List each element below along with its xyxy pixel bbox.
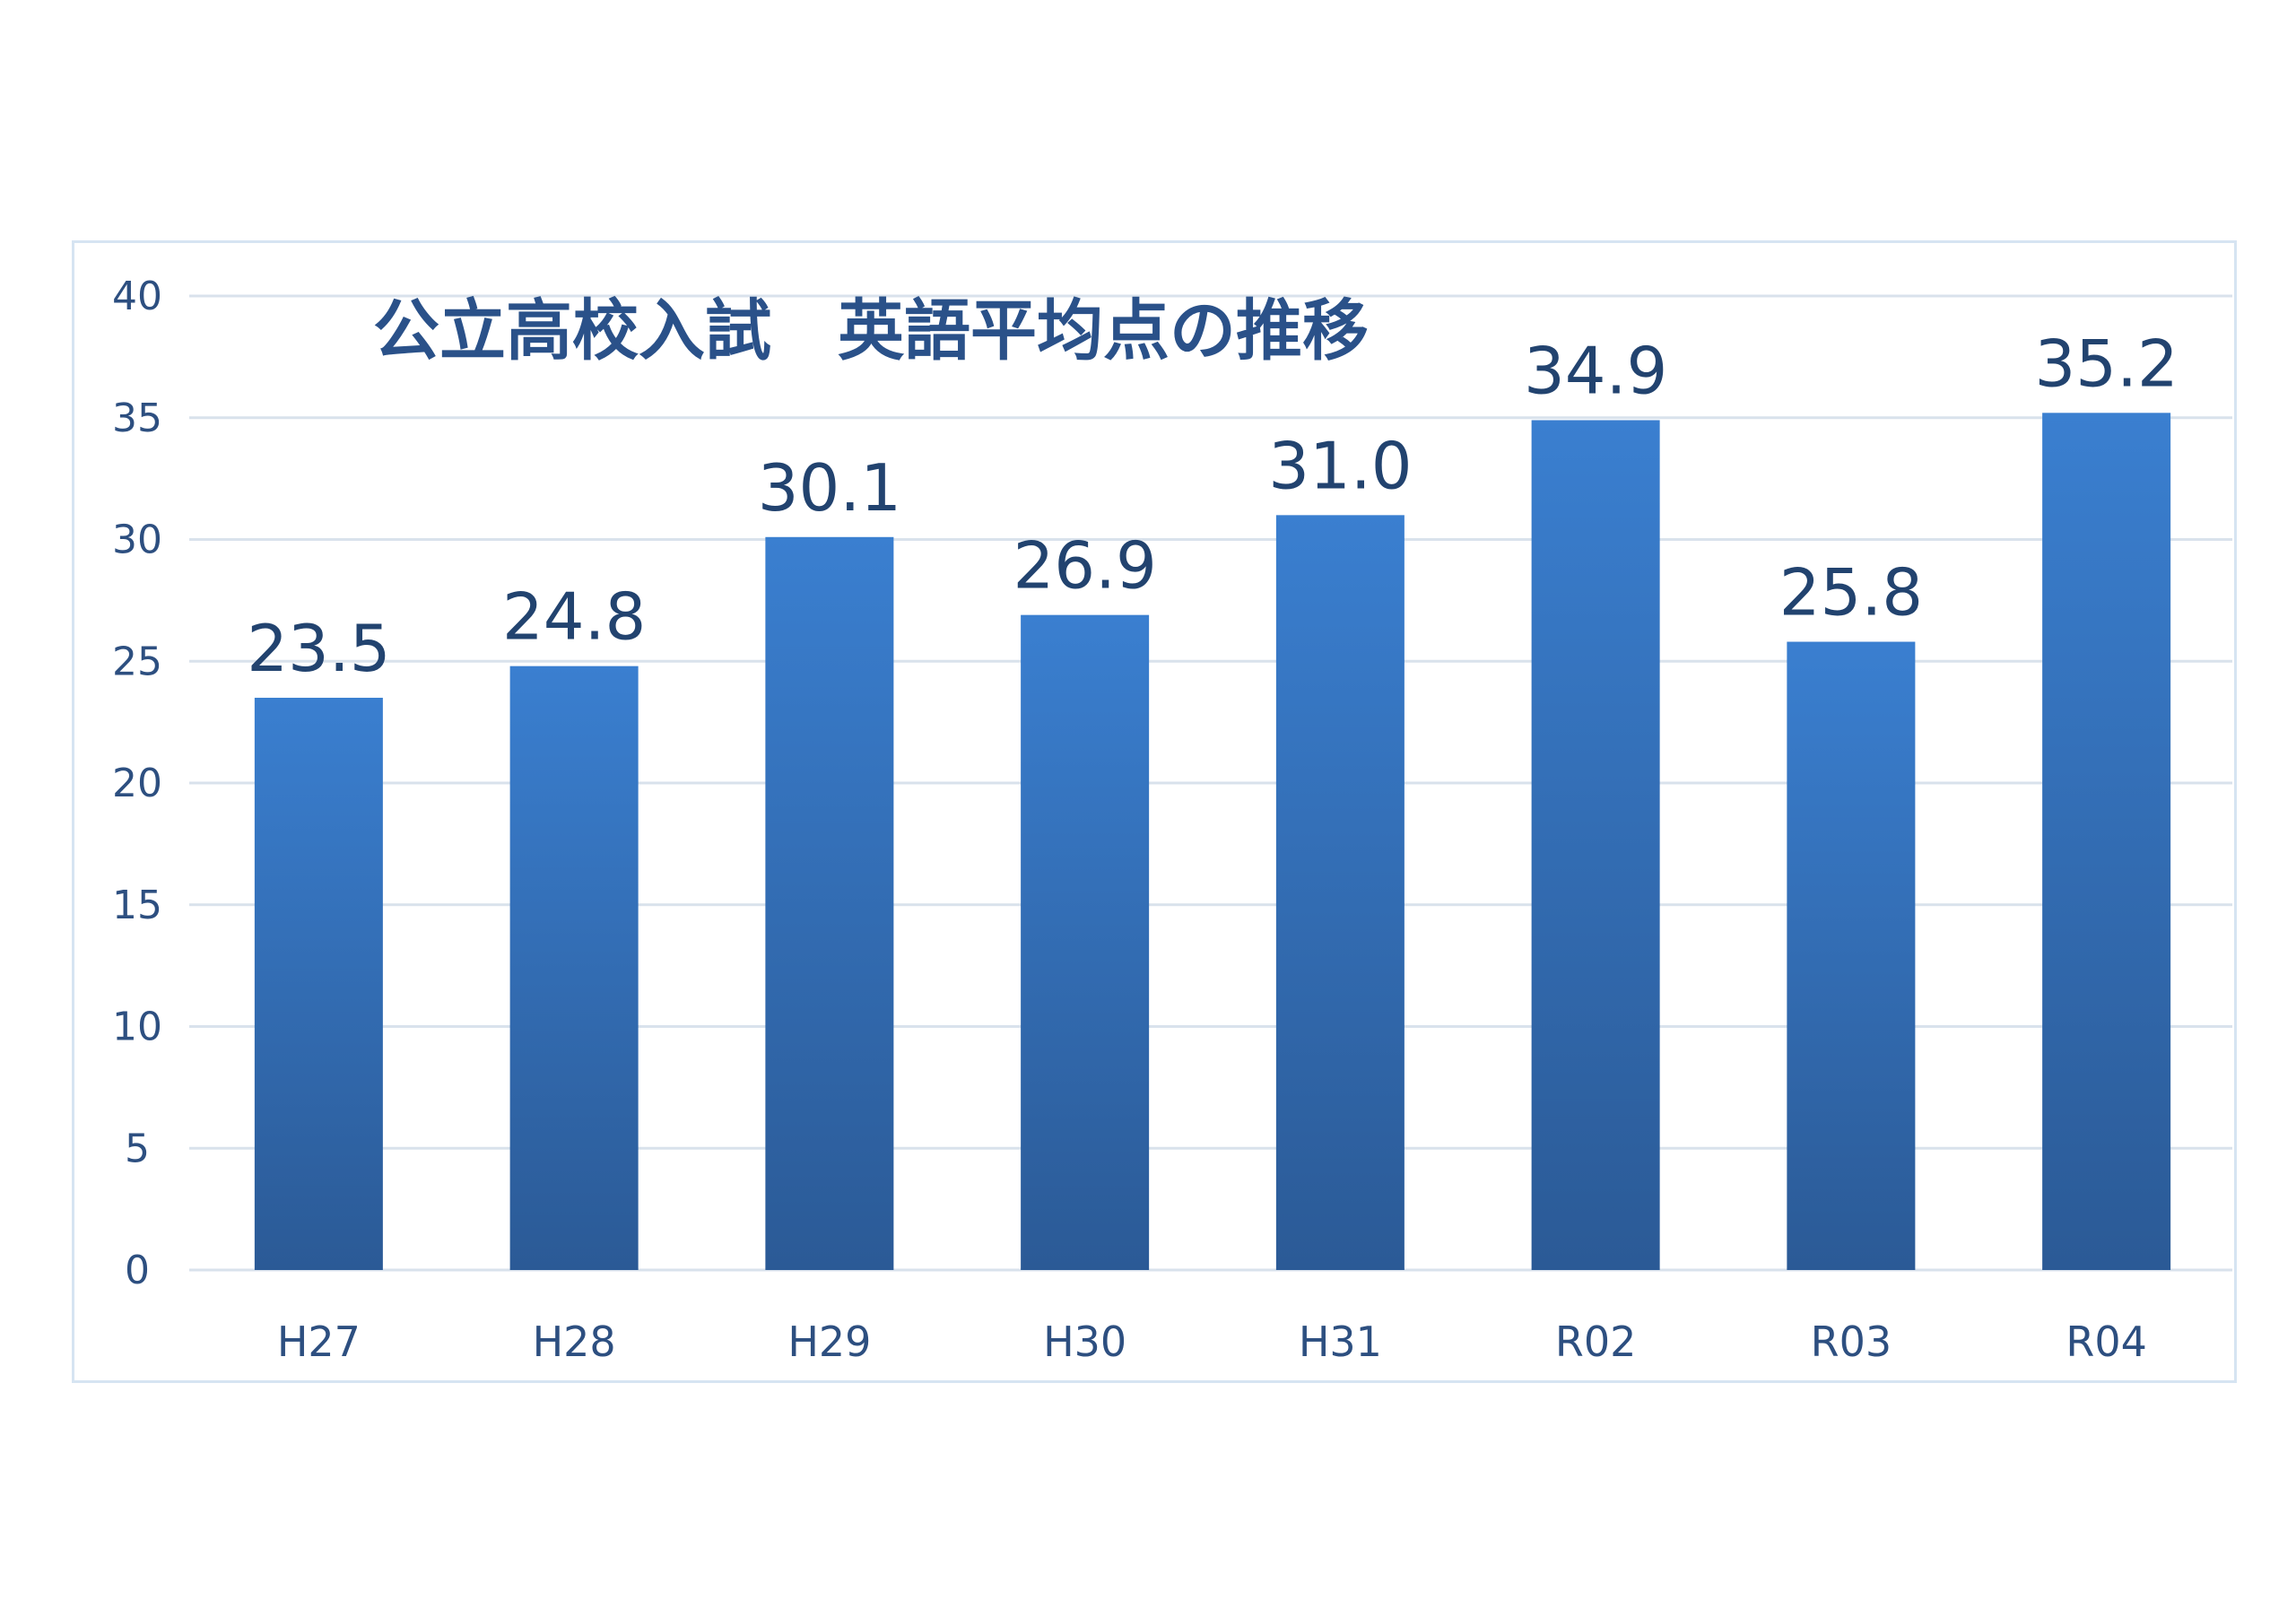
bar-h30: [1021, 614, 1150, 1270]
x-tick-label-h27: H27: [277, 1318, 361, 1366]
data-label-h30: 26.9: [1013, 528, 1156, 604]
bar-h29: [765, 536, 894, 1270]
x-tick-label-r02: R02: [1555, 1318, 1637, 1366]
y-tick-label: 40: [112, 274, 162, 319]
y-tick-label: 15: [112, 883, 162, 928]
data-label-r04: 35.2: [2034, 326, 2178, 401]
data-label-h28: 24.8: [502, 579, 646, 655]
chart-title: 公立高校入試 英語平均点の推移: [373, 292, 1369, 370]
bar-r03: [1787, 641, 1916, 1270]
y-tick-label: 25: [112, 639, 162, 684]
data-label-h27: 23.5: [247, 611, 390, 686]
data-label-h29: 30.1: [758, 450, 901, 526]
bar-h28: [509, 665, 639, 1270]
bar-h27: [254, 697, 383, 1270]
y-tick-label: 0: [125, 1248, 150, 1293]
data-label-r03: 25.8: [1779, 555, 1923, 631]
y-tick-label: 30: [112, 518, 162, 563]
data-label-r02: 34.9: [1524, 333, 1667, 408]
bar-r04: [2042, 413, 2171, 1270]
y-tick-label: 35: [112, 396, 162, 441]
x-tick-label-h30: H30: [1043, 1318, 1126, 1366]
x-tick-label-r04: R04: [2066, 1318, 2147, 1366]
x-tick-label-h28: H28: [533, 1318, 616, 1366]
x-tick-label-h29: H29: [787, 1318, 871, 1366]
bars: [254, 413, 2171, 1271]
bar-chart: 0 5 10 15 20 25 30 35 40 23.5 24.8 30.1 26.9 31.0 34.…: [112, 274, 2232, 1366]
y-tick-label: 5: [125, 1126, 150, 1171]
y-tick-label: 10: [112, 1005, 162, 1050]
x-axis-ticks: H27 H28 H29 H30 H31 R02 R03 R04: [277, 1318, 2147, 1366]
data-labels: 23.5 24.8 30.1 26.9 31.0 34.9 25.8 35.2: [247, 326, 2179, 686]
bar-h31: [1275, 515, 1405, 1270]
x-tick-label-r03: R03: [1811, 1318, 1892, 1366]
gridlines: [189, 294, 2232, 1272]
x-tick-label-h31: H31: [1299, 1318, 1382, 1366]
y-axis-ticks: 0 5 10 15 20 25 30 35 40: [112, 274, 162, 1293]
bar-r02: [1531, 420, 1660, 1271]
chart-frame: 0 5 10 15 20 25 30 35 40 23.5 24.8 30.1 26.9 31.0 34.…: [72, 240, 2237, 1383]
y-tick-label: 20: [112, 761, 162, 806]
data-label-h31: 31.0: [1268, 428, 1412, 503]
